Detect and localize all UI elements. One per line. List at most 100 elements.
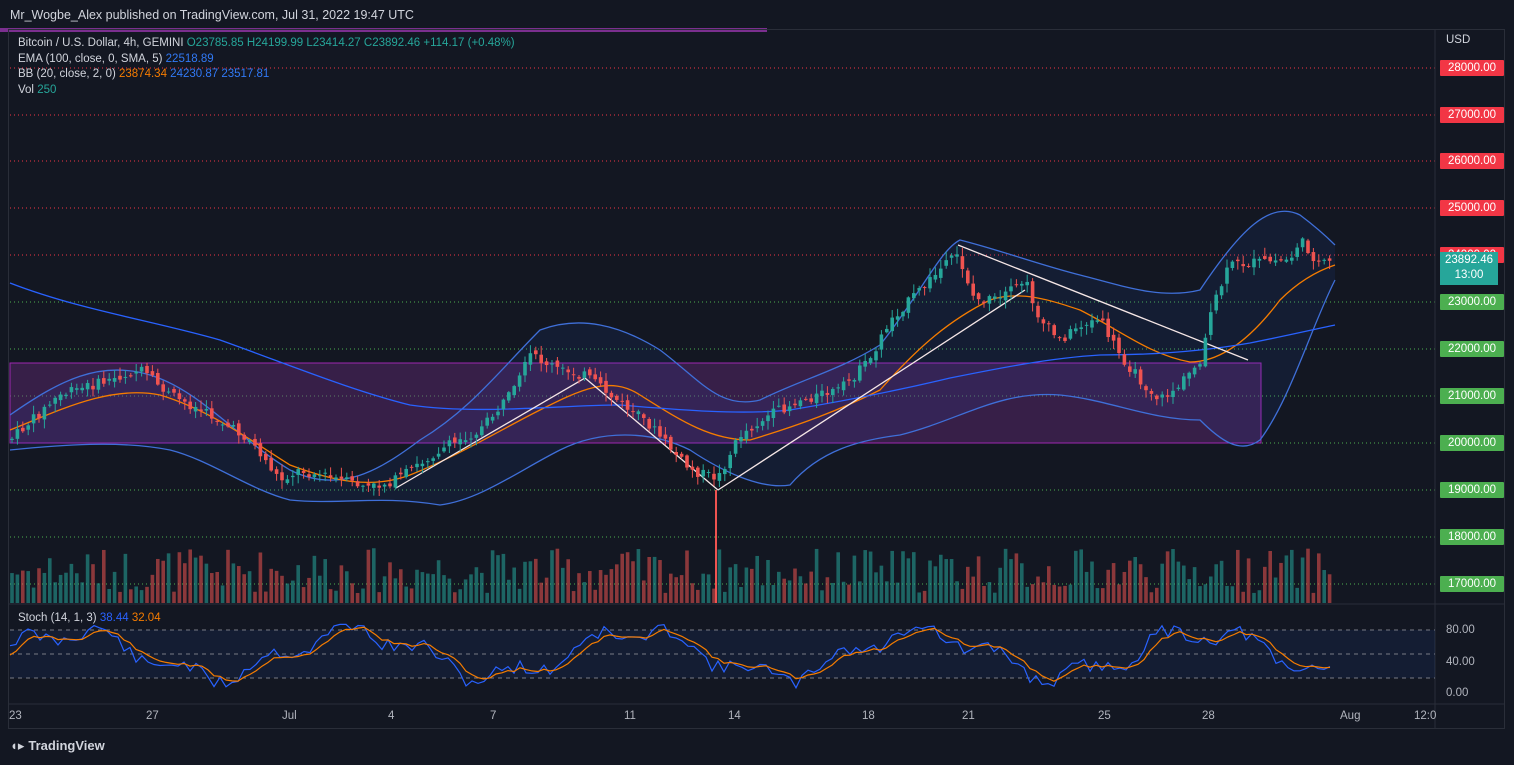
volume-bar	[134, 586, 138, 603]
candle-body	[485, 417, 489, 426]
candle-body	[625, 400, 630, 410]
volume-bar	[588, 571, 592, 603]
candle-body	[517, 375, 522, 387]
volume-bar	[917, 592, 921, 603]
symbol-title[interactable]: Bitcoin / U.S. Dollar, 4h, GEMINI	[18, 37, 184, 49]
candle-body	[91, 385, 95, 390]
candle-body	[809, 398, 813, 402]
candle-body	[512, 386, 516, 396]
candle-body	[247, 440, 252, 443]
candle-body	[447, 440, 452, 447]
volume-bar	[1230, 586, 1235, 603]
candle-body	[582, 371, 587, 378]
candle-body	[496, 411, 500, 416]
price-level-tag[interactable]: 21000.00	[1440, 388, 1504, 404]
candle-body	[107, 378, 111, 381]
publish-header: Mr_Wogbe_Alex published on TradingView.c…	[0, 0, 1514, 32]
candle-body	[814, 393, 819, 404]
tradingview-logo[interactable]: ◖▸ TradingView	[10, 738, 105, 754]
price-level-tag[interactable]: 23000.00	[1440, 294, 1504, 310]
candle-body	[895, 316, 900, 320]
candle-body	[685, 455, 689, 468]
price-level-tag[interactable]: 19000.00	[1440, 482, 1504, 498]
volume-bar	[1057, 586, 1062, 603]
volume-bar	[1268, 551, 1272, 603]
volume-bar	[474, 567, 479, 603]
support-zone[interactable]	[9, 362, 1262, 444]
volume-bar	[669, 573, 673, 603]
ema-100	[9, 282, 1336, 413]
volume-bar	[112, 571, 117, 603]
volume-bar	[966, 566, 970, 603]
candle-body	[863, 360, 867, 367]
candle-body	[26, 425, 30, 430]
volume-bar	[960, 588, 965, 603]
candle-body	[1052, 325, 1056, 336]
volume-bar	[80, 582, 84, 603]
candle-body	[220, 424, 225, 426]
candle-body	[539, 354, 543, 364]
volume-bar	[652, 556, 657, 603]
volume-bar	[215, 571, 219, 603]
volume-bar	[895, 582, 900, 603]
candle-body	[825, 392, 830, 395]
volume-bar	[868, 551, 873, 603]
bb-label[interactable]: BB (20, close, 2, 0)	[18, 68, 116, 81]
candle-body	[1117, 337, 1121, 354]
price-level-tag[interactable]: 20000.00	[1440, 435, 1504, 451]
volume-bar	[760, 585, 765, 603]
candle-body	[102, 378, 106, 384]
volume-bar	[863, 550, 867, 603]
volume-bar	[852, 555, 857, 603]
volume-bar	[1149, 592, 1154, 603]
price-level-tag[interactable]: 22000.00	[1440, 341, 1504, 357]
volume-bar	[836, 552, 840, 603]
volume-bar	[1241, 591, 1245, 603]
volume-bar	[625, 552, 630, 603]
stoch-label[interactable]: Stoch (14, 1, 3)	[18, 612, 97, 624]
candle-body	[188, 401, 192, 410]
volume-bar	[534, 558, 538, 603]
volume-bar	[1165, 551, 1170, 603]
candle-body	[399, 472, 403, 475]
candle-body	[717, 473, 722, 481]
vol-label[interactable]: Vol	[18, 83, 34, 96]
volume-bar	[1047, 566, 1051, 603]
candle-body	[658, 426, 662, 437]
volume-bar	[1063, 585, 1067, 603]
candle-body	[1225, 267, 1229, 284]
currency-label[interactable]: USD	[1446, 34, 1471, 46]
volume-bar	[409, 588, 414, 603]
price-level-tag[interactable]: 17000.00	[1440, 576, 1504, 592]
candle-body	[701, 469, 705, 477]
candle-body	[1068, 329, 1073, 339]
volume-bar	[782, 578, 786, 603]
vol-value: 250	[37, 83, 57, 96]
price-level-tag[interactable]: 28000.00	[1440, 60, 1504, 76]
volume-bar	[841, 581, 846, 603]
candle-body	[69, 387, 74, 393]
ema-label[interactable]: EMA (100, close, 0, SMA, 5)	[18, 52, 163, 65]
volume-bar	[139, 590, 144, 603]
volume-bar	[1025, 586, 1029, 603]
volume-bar	[1203, 584, 1208, 603]
volume-bar	[1160, 563, 1164, 603]
stoch-legend: Stoch (14, 1, 3) 38.44 32.04	[18, 612, 161, 624]
volume-bar	[1111, 563, 1116, 603]
price-level-tag[interactable]: 26000.00	[1440, 153, 1504, 169]
volume-bar	[928, 560, 932, 603]
volume-bar	[123, 553, 128, 603]
volume-bar	[642, 580, 646, 603]
price-level-tag[interactable]: 27000.00	[1440, 107, 1504, 123]
volume-bar	[820, 590, 824, 603]
price-level-tag[interactable]: 18000.00	[1440, 529, 1504, 545]
candle-body	[1171, 390, 1175, 398]
candle-body	[318, 475, 322, 477]
volume-bar	[1122, 571, 1127, 603]
candle-body	[555, 360, 560, 367]
candle-body	[1122, 354, 1127, 365]
candle-body	[544, 361, 549, 366]
price-level-tag[interactable]: 25000.00	[1440, 200, 1504, 216]
volume-bar	[912, 552, 916, 603]
